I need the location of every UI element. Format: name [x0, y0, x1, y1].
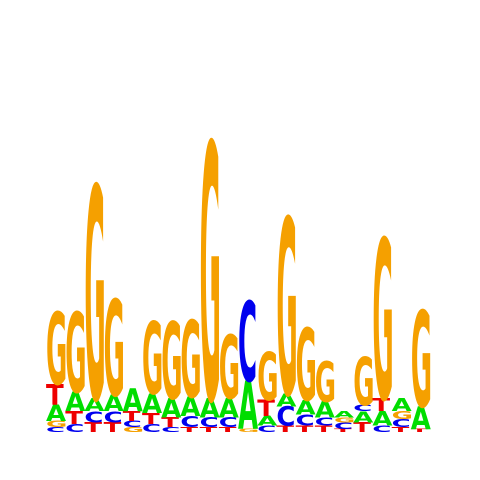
logo-letter-c: C — [142, 422, 161, 435]
logo-letter-a: A — [392, 395, 413, 416]
logo-letter-c: C — [238, 279, 257, 407]
logo-letter-t: T — [84, 420, 102, 435]
logo-letter-a: A — [180, 393, 201, 423]
logo-letter-t: T — [411, 428, 429, 433]
logo-letter-c: C — [104, 409, 123, 427]
logo-letter-c: C — [372, 424, 391, 434]
logo-letter-a: A — [315, 398, 336, 424]
logo-letter-c: C — [296, 412, 315, 430]
logo-letter-g: G — [392, 409, 413, 422]
logo-letter-g: G — [65, 290, 86, 418]
logo-letter-g: G — [238, 428, 259, 433]
logo-letter-g: G — [411, 286, 432, 439]
logo-letter-c: C — [315, 416, 334, 429]
logo-letter-c: C — [257, 424, 276, 434]
logo-letter-a: A — [65, 388, 86, 418]
logo-letter-t: T — [161, 415, 179, 430]
logo-letter-a: A — [142, 390, 163, 420]
logo-letter-t: T — [372, 395, 390, 416]
logo-letter-a: A — [411, 401, 431, 437]
logo-letter-g: G — [104, 274, 125, 427]
logo-letter-g: G — [180, 301, 201, 423]
logo-letter-a: A — [334, 409, 354, 419]
logo-letter-t: T — [296, 424, 315, 434]
logo-letter-g: G — [296, 310, 317, 425]
logo-letter-g: G — [257, 339, 278, 415]
logo-letter-t: T — [353, 420, 371, 435]
logo-letter-a: A — [84, 395, 105, 416]
logo-letter-c: C — [84, 409, 103, 427]
logo-letter-t: T — [334, 428, 352, 433]
logo-letter-t: T — [276, 424, 295, 434]
logo-letter-g: G — [46, 419, 67, 429]
logo-letter-g: G — [353, 344, 374, 420]
logo-letter-c: C — [46, 426, 65, 434]
logo-letter-g: G — [372, 195, 393, 451]
logo-stacks: CGATGCTAGTCAGTCAGGCTACTAGCTAGTCAGTCAGTCA… — [46, 73, 432, 480]
logo-letter-t: T — [392, 426, 410, 434]
logo-letter-a: A — [219, 394, 240, 424]
logo-letter-a: A — [200, 394, 221, 424]
logo-letter-a: A — [46, 401, 67, 427]
logo-letter-a: A — [104, 391, 125, 417]
logo-letter-g: G — [46, 294, 67, 409]
logo-letter-c: C — [392, 417, 411, 430]
logo-letter-c: C — [161, 426, 180, 434]
logo-letter-t: T — [104, 420, 122, 435]
logo-letter-c: C — [180, 414, 199, 432]
logo-letter-a: A — [353, 409, 374, 427]
logo-letter-g: G — [161, 302, 182, 424]
logo-letter-t: T — [257, 396, 275, 422]
logo-letter-a: A — [372, 408, 392, 430]
logo-letter-c: C — [219, 415, 238, 430]
logo-letter-t: T — [142, 410, 160, 428]
logo-letter-g: G — [142, 303, 163, 418]
logo-letter-t: T — [46, 380, 64, 412]
logo-letter-t: T — [65, 408, 83, 429]
logo-letter-c: C — [123, 419, 142, 429]
logo-letter-t: T — [123, 409, 141, 424]
logo-letter-c: C — [334, 421, 353, 431]
logo-letter-a: A — [161, 394, 182, 424]
logo-letter-g: G — [84, 128, 105, 467]
logo-letter-c: C — [276, 402, 295, 432]
logo-letter-g: G — [123, 426, 144, 434]
logo-letter-a: A — [238, 368, 258, 444]
logo-letter-t: T — [219, 426, 237, 434]
logo-letter-a: A — [123, 383, 143, 419]
logo-letter-a: A — [296, 397, 316, 419]
logo-letter-a: A — [276, 391, 297, 412]
logo-letter-c: C — [353, 403, 372, 413]
logo-letter-a: A — [257, 413, 277, 428]
logo-letter-c: C — [200, 415, 219, 430]
logo-letter-g: G — [334, 416, 355, 424]
logo-letter-g: G — [200, 73, 221, 480]
logo-letter-g: G — [315, 352, 336, 416]
logo-letter-t: T — [180, 426, 198, 434]
logo-letter-t: T — [200, 426, 218, 434]
logo-letter-t: T — [315, 424, 334, 434]
logo-letter-g: G — [276, 171, 297, 451]
logo-letter-c: C — [65, 422, 84, 435]
logo-letter-g: G — [219, 318, 240, 420]
